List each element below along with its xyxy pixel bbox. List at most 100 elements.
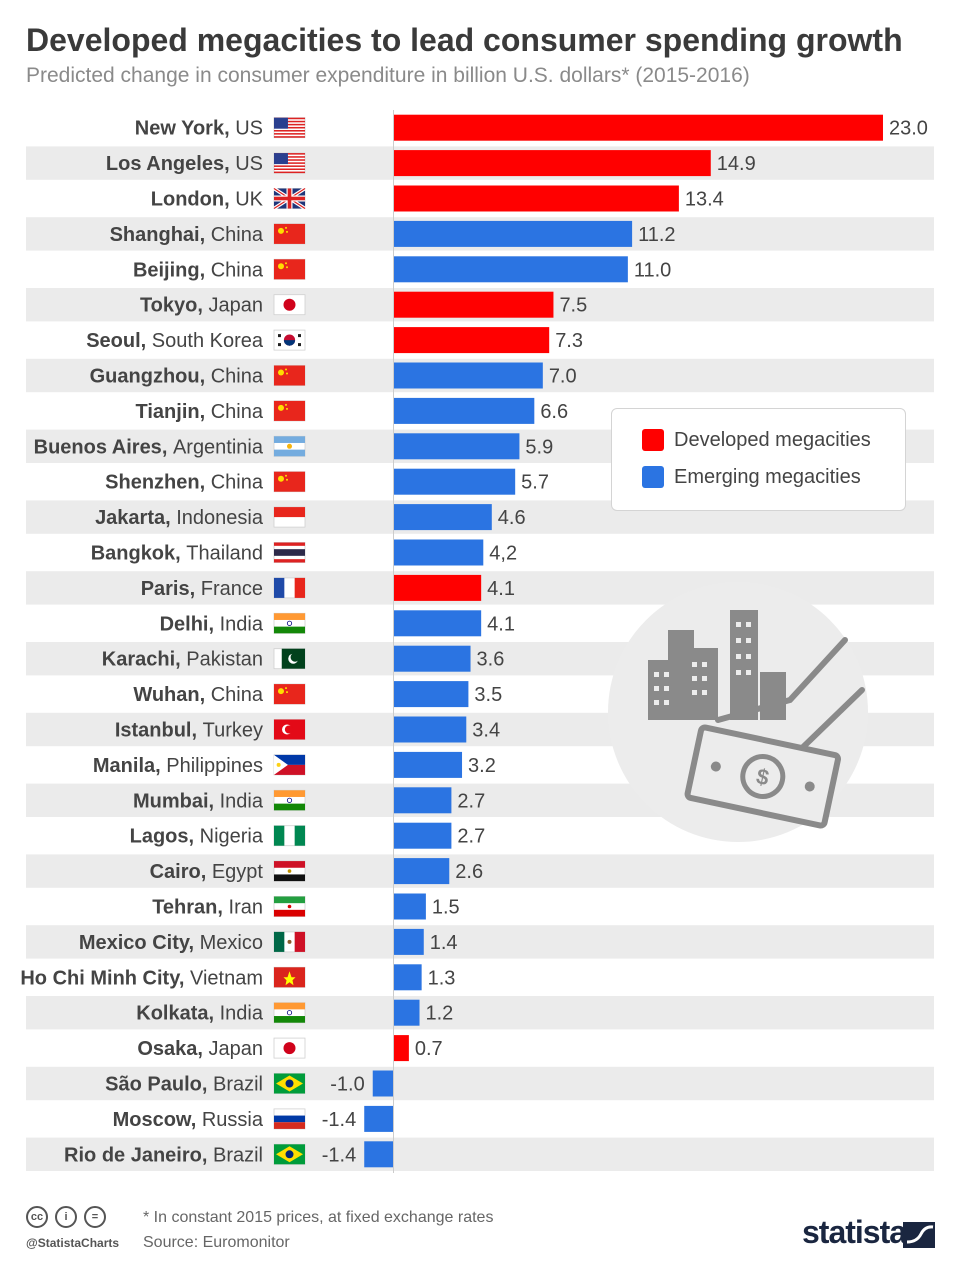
country-name: Indonesia [176,507,264,529]
bar-osaka[interactable] [394,1035,409,1062]
flag-india-icon [273,1002,306,1024]
label-separator: , [209,1003,220,1025]
statista-logo[interactable]: statista [802,1214,907,1250]
city-name: Cairo [150,861,201,883]
country-name: Russia [202,1109,264,1131]
country-name: Brazil [213,1074,263,1096]
attribution-icon[interactable]: i [55,1206,77,1228]
category-label: Osaka, Japan [137,1038,263,1060]
label-separator: , [155,755,166,777]
value-label: 1.4 [430,932,458,954]
license-icons: cc i = [26,1206,113,1228]
bar-paris[interactable] [394,574,482,601]
flag-china-icon [273,471,306,493]
flag-india-icon [273,789,306,811]
bar-seoul[interactable] [394,327,550,354]
bar-mumbai[interactable] [394,787,452,814]
country-name: US [235,153,263,175]
chart-subtitle: Predicted change in consumer expenditure… [26,64,750,87]
bar-shenzhen[interactable] [394,468,516,495]
value-label: 7.0 [549,366,577,388]
row-stripe [26,996,934,1030]
bar-tehran[interactable] [394,893,426,920]
category-label: Tokyo, Japan [140,295,263,317]
category-label: Istanbul, Turkey [115,720,263,742]
bar-jakarta[interactable] [394,504,492,531]
bar-chart: $ 23.0 New York, US 14.9 Los Angeles, US 13.… [20,110,934,1173]
row-stripe [26,925,934,959]
value-label: -1.4 [322,1144,356,1166]
bar-cairo[interactable] [394,858,450,885]
city-name: Lagos [130,826,189,848]
flag-china-icon [273,223,306,245]
bar-beijing[interactable] [394,256,628,283]
label-separator: , [200,224,211,246]
bar-ho-chi-minh-city[interactable] [394,964,422,991]
city-name: Istanbul [115,720,192,742]
value-label: 11.0 [634,259,671,281]
bar-tokyo[interactable] [394,291,554,318]
bar-tianjin[interactable] [394,397,535,424]
city-name: Kolkata [136,1003,209,1025]
flag-us-icon [273,117,306,139]
flag-vietnam-icon [273,966,306,988]
source-note: Source: Euromonitor [143,1234,290,1251]
flag-thailand-icon [273,542,306,563]
city-name: Moscow [113,1109,192,1131]
flag-pakistan-icon [273,648,306,670]
value-label: 0.7 [415,1038,443,1060]
country-name: Pakistan [186,649,263,671]
city-name: Manila [93,755,156,777]
city-name: Mumbai [133,790,209,812]
bar-istanbul[interactable] [394,716,467,743]
bar-wuhan[interactable] [394,681,469,708]
legend-label-emerging: Emerging megacities [674,465,861,488]
value-label: 7.5 [559,295,587,317]
bar-bangkok[interactable] [394,539,484,566]
legend-label-developed: Developed megacities [674,428,871,451]
bar-london[interactable] [394,185,679,212]
bar-moscow[interactable] [364,1105,394,1132]
bar-guangzhou[interactable] [394,362,543,389]
bar-manila[interactable] [394,751,463,778]
label-separator: , [209,613,220,635]
category-label: Seoul, South Korea [86,330,264,352]
country-name: France [201,578,263,600]
country-name: Nigeria [200,826,264,848]
category-label: Bangkok, Thailand [91,543,263,565]
bar-shanghai[interactable] [394,220,633,247]
bar-lagos[interactable] [394,822,452,849]
cc-icon[interactable]: cc [26,1206,48,1228]
label-separator: , [165,507,176,529]
bar-delhi[interactable] [394,610,482,637]
category-label: New York, US [135,118,263,140]
label-separator: , [202,1144,213,1166]
country-name: China [211,472,264,494]
bar-s-o-paulo[interactable] [372,1070,394,1097]
category-label: London, UK [151,189,264,211]
city-name: New York [135,118,225,140]
country-name: Argentinia [173,436,264,458]
country-name: Mexico [200,932,263,954]
value-label: 1.5 [432,897,460,919]
city-name: Mexico City [79,932,191,954]
legend-swatch-emerging [642,466,664,488]
bar-rio-de-janeiro[interactable] [364,1141,394,1168]
value-label: 5.9 [525,436,553,458]
category-label: Lagos, Nigeria [130,826,264,848]
bar-mexico-city[interactable] [394,928,424,955]
flag-south-korea-icon [273,329,306,351]
bar-karachi[interactable] [394,645,471,672]
no-derivatives-icon[interactable]: = [84,1206,106,1228]
country-name: Vietnam [190,967,263,989]
twitter-handle[interactable]: @StatistaCharts [26,1236,120,1250]
country-name: Iran [229,897,263,919]
bar-los-angeles[interactable] [394,150,711,177]
country-name: Thailand [186,543,263,565]
bar-buenos-aires[interactable] [394,433,520,460]
category-label: Moscow, Russia [113,1109,264,1131]
value-label: 4.1 [487,613,515,635]
bar-new-york[interactable] [394,114,883,141]
city-name: São Paulo [105,1074,202,1096]
bar-kolkata[interactable] [394,999,420,1026]
